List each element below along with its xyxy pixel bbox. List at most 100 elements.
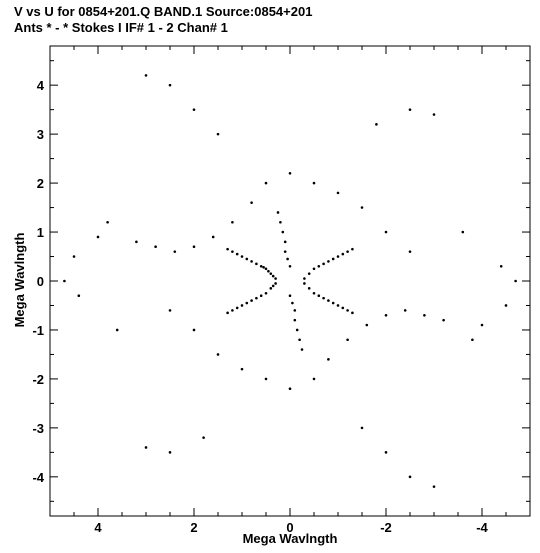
uv-point (514, 279, 517, 283)
uv-point (264, 267, 268, 271)
uv-point (504, 304, 508, 307)
uv-point (288, 387, 292, 391)
uv-point (471, 338, 474, 342)
uv-point (403, 309, 407, 312)
uv-point (211, 235, 215, 239)
uv-point (432, 485, 436, 488)
uv-point (264, 377, 268, 381)
uv-point (216, 353, 220, 356)
uv-point (317, 265, 321, 268)
x-axis-title: Mega Wavlngth (243, 531, 338, 546)
uv-point (283, 250, 287, 253)
uv-point (269, 287, 273, 290)
uv-point (115, 328, 119, 332)
y-tick-label: 3 (37, 127, 44, 142)
uv-point (336, 304, 340, 307)
uv-point (291, 301, 294, 305)
uv-point (375, 123, 378, 126)
uv-point (317, 294, 321, 297)
uv-point (274, 282, 277, 285)
uv-point (144, 74, 148, 77)
uv-point (303, 282, 306, 285)
uv-point (231, 220, 234, 224)
uv-point (288, 171, 292, 175)
uv-point (173, 250, 177, 253)
uv-point (250, 201, 253, 204)
uv-point (192, 108, 196, 111)
uv-point (327, 358, 330, 361)
uv-point (216, 132, 220, 136)
uv-point (144, 446, 148, 449)
uv-point (240, 304, 244, 307)
uv-point (423, 313, 426, 317)
uv-point (231, 250, 234, 253)
uv-point (480, 323, 484, 327)
uv-point (264, 181, 268, 185)
uv-point (283, 240, 287, 244)
uv-point (293, 318, 297, 322)
plot-frame (49, 45, 531, 517)
uv-point (327, 260, 330, 263)
uv-point (331, 301, 335, 305)
x-tick-label: 2 (190, 520, 197, 535)
uv-point (331, 257, 335, 261)
axis-ticks (50, 46, 530, 516)
uv-point (77, 294, 81, 297)
uv-point (346, 250, 349, 253)
uv-point (235, 306, 239, 310)
uv-point (279, 220, 282, 224)
uv-point (408, 475, 412, 479)
y-tick-label: 0 (37, 274, 44, 289)
uv-point (384, 451, 388, 454)
uv-point (327, 299, 330, 302)
x-tick-label: -2 (380, 520, 392, 535)
uv-point (307, 272, 311, 275)
uv-point (245, 257, 249, 261)
uv-point (298, 338, 301, 342)
uv-point (341, 252, 345, 256)
scatter-points (63, 74, 517, 488)
uv-point (264, 291, 268, 295)
uv-point (274, 277, 277, 280)
uv-point (293, 309, 297, 312)
uv-point (351, 311, 354, 315)
uv-point (351, 247, 354, 251)
uv-point (384, 313, 388, 317)
y-tick-label: -1 (32, 323, 44, 338)
uv-point (346, 338, 349, 342)
y-tick-label: -2 (32, 372, 44, 387)
uv-point (135, 240, 138, 244)
y-tick-label: 4 (37, 78, 45, 93)
uv-point (346, 309, 349, 312)
uv-point (72, 255, 76, 258)
y-tick-label: 2 (37, 176, 44, 191)
uv-point (307, 287, 311, 290)
uv-point (499, 265, 503, 268)
uv-point (271, 284, 275, 288)
uv-point (295, 328, 299, 332)
y-tick-label: -3 (32, 421, 44, 436)
uv-point (442, 318, 445, 322)
uv-point (312, 181, 316, 185)
uv-point (461, 230, 465, 234)
uv-point (432, 113, 436, 116)
uv-point (226, 311, 229, 315)
axis-tick-labels: 4 2 0 -2 -4 -4 -3 -2 -1 0 1 2 3 4 (32, 78, 488, 535)
uv-point (259, 265, 263, 268)
uv-point (259, 294, 263, 297)
uv-point (408, 108, 412, 111)
uv-point (202, 436, 205, 439)
x-tick-label: 4 (94, 520, 102, 535)
y-tick-label: -4 (32, 470, 44, 485)
uv-point (262, 265, 265, 269)
uv-point (312, 377, 316, 381)
uv-point (269, 272, 273, 275)
uv-point (303, 277, 306, 280)
plot-header-line-2: Ants * - * Stokes I IF# 1 - 2 Chan# 1 (14, 20, 228, 35)
uv-point (384, 230, 388, 234)
uv-point (231, 309, 234, 312)
uv-point (300, 348, 304, 351)
uv-point (288, 294, 292, 297)
uv-point (322, 296, 325, 300)
uv-point (168, 83, 172, 87)
